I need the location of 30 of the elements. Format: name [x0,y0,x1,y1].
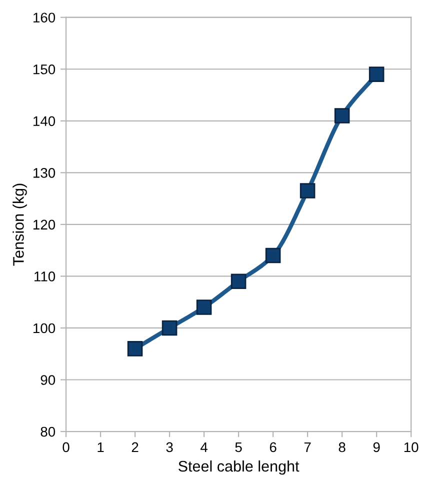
y-tick-label: 150 [34,64,56,74]
x-axis-title: Steel cable lenght [178,460,300,475]
y-tick-label: 110 [34,272,56,282]
x-tick-label: 4 [200,442,208,452]
point [265,248,281,264]
x-tick-label: 9 [373,442,380,452]
x-tick-label: 10 [404,442,418,452]
point [196,300,212,315]
x-tick-label: 3 [166,442,173,452]
y-tick-label: 160 [34,12,56,23]
y-tick-label: 130 [34,168,56,178]
x-tick-label: 6 [270,442,276,452]
y-tick-label: 100 [34,323,56,334]
point [300,183,316,198]
x-tick-label: 5 [235,442,242,452]
point [334,108,350,124]
y-tick-label: 120 [34,220,56,230]
x-tick-label: 7 [304,442,311,452]
x-tick-label: 2 [132,442,138,452]
y-tick-label: 90 [40,375,56,385]
y-tick-label: 80 [40,426,56,437]
point [127,341,143,356]
x-tick-label: 8 [338,442,346,452]
point [230,274,246,290]
point [368,66,384,82]
point [162,320,178,336]
y-tick-label: 140 [34,116,56,126]
x-tick-label: 0 [62,442,70,452]
x-tick-label: 1 [98,442,104,452]
y-axis-title: Tension (kg) [12,184,27,266]
